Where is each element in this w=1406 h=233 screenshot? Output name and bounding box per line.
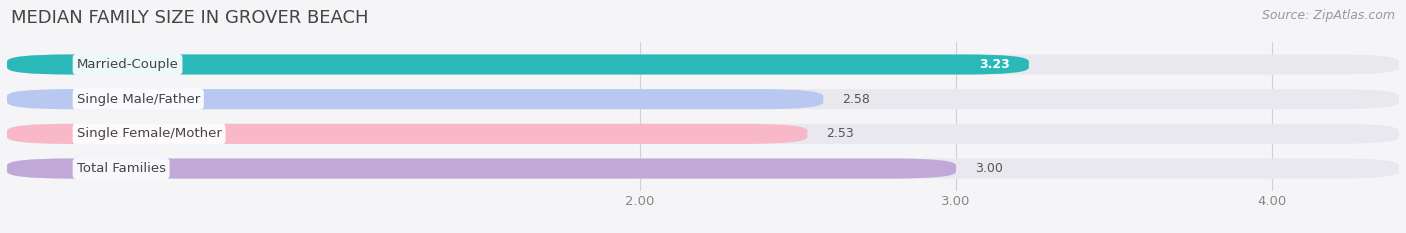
Text: 2.58: 2.58 [842, 93, 870, 106]
Text: 3.00: 3.00 [976, 162, 1002, 175]
FancyBboxPatch shape [7, 55, 1399, 75]
Text: Single Female/Mother: Single Female/Mother [77, 127, 222, 140]
Text: Source: ZipAtlas.com: Source: ZipAtlas.com [1261, 9, 1395, 22]
FancyBboxPatch shape [7, 158, 1399, 178]
Text: Total Families: Total Families [77, 162, 166, 175]
FancyBboxPatch shape [7, 89, 824, 109]
Text: Married-Couple: Married-Couple [77, 58, 179, 71]
FancyBboxPatch shape [7, 55, 1029, 75]
Text: 3.23: 3.23 [979, 58, 1010, 71]
Text: MEDIAN FAMILY SIZE IN GROVER BEACH: MEDIAN FAMILY SIZE IN GROVER BEACH [11, 9, 368, 27]
FancyBboxPatch shape [7, 158, 956, 178]
FancyBboxPatch shape [7, 124, 1399, 144]
FancyBboxPatch shape [7, 89, 1399, 109]
Text: 2.53: 2.53 [827, 127, 853, 140]
FancyBboxPatch shape [7, 124, 807, 144]
Text: Single Male/Father: Single Male/Father [77, 93, 200, 106]
